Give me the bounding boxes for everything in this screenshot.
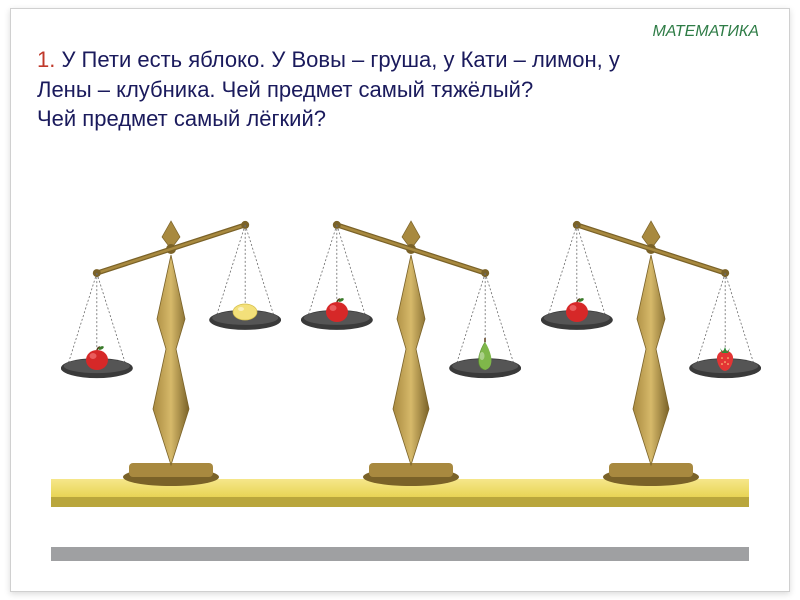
balance-scale bbox=[541, 189, 761, 489]
apple-icon bbox=[83, 344, 111, 372]
problem-number: 1. bbox=[37, 47, 55, 72]
footer-bar bbox=[51, 547, 749, 561]
balance-scale bbox=[61, 189, 281, 489]
stage bbox=[51, 169, 749, 519]
problem-line2: Лены – клубника. Чей предмет самый тяжёл… bbox=[37, 77, 533, 102]
balance-scale bbox=[301, 189, 521, 489]
apple-icon bbox=[323, 296, 351, 324]
slide-frame: МАТЕМАТИКА 1. У Пети есть яблоко. У Вовы… bbox=[10, 8, 790, 592]
subject-label: МАТЕМАТИКА bbox=[652, 23, 759, 41]
apple-icon bbox=[563, 296, 591, 324]
problem-line3: Чей предмет самый лёгкий? bbox=[37, 106, 326, 131]
pear-icon bbox=[471, 338, 499, 372]
strawberry-icon bbox=[711, 344, 739, 372]
problem-line1: У Пети есть яблоко. У Вовы – груша, у Ка… bbox=[55, 47, 620, 72]
lemon-icon bbox=[231, 296, 259, 324]
problem-text: 1. У Пети есть яблоко. У Вовы – груша, у… bbox=[37, 45, 759, 134]
